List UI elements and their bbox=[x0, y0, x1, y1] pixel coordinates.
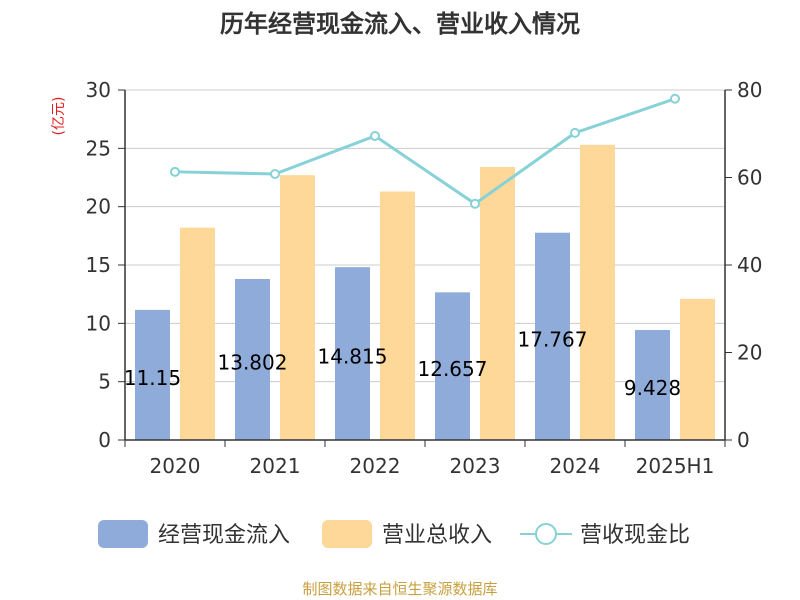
left-axis-tick-label: 30 bbox=[86, 78, 111, 102]
x-axis-tick-label: 2025H1 bbox=[636, 454, 715, 478]
bar-cash-inflow[interactable] bbox=[235, 278, 270, 440]
legend-marker-swatch bbox=[535, 523, 557, 545]
ratio-line-point[interactable] bbox=[370, 130, 380, 141]
legend-item[interactable]: 营收现金比 bbox=[520, 523, 690, 548]
ratio-line-point[interactable] bbox=[170, 166, 180, 177]
legend-label: 经营现金流入 bbox=[158, 523, 290, 548]
ratio-line-point[interactable] bbox=[570, 127, 580, 138]
right-axis-tick-label: 40 bbox=[737, 253, 762, 277]
bar-data-label: 13.802 bbox=[218, 350, 288, 374]
bars bbox=[135, 144, 715, 441]
x-axis-tick-label: 2020 bbox=[150, 454, 201, 478]
x-axis-tick-label: 2024 bbox=[550, 454, 601, 478]
right-axis-tick-label: 0 bbox=[737, 428, 750, 452]
bar-revenue[interactable] bbox=[380, 191, 415, 441]
legend[interactable]: 经营现金流入 营业总收入 营收现金比 bbox=[98, 520, 690, 548]
left-axis-tick-label: 20 bbox=[86, 195, 111, 219]
bar-data-label: 17.767 bbox=[518, 327, 588, 351]
left-axis-tick-label: 10 bbox=[86, 311, 111, 335]
legend-item[interactable]: 营业总收入 bbox=[322, 520, 492, 548]
bar-revenue[interactable] bbox=[480, 167, 515, 440]
right-axis-tick-label: 80 bbox=[737, 78, 762, 102]
legend-swatch bbox=[322, 520, 372, 548]
bar-data-label: 14.815 bbox=[318, 345, 388, 369]
ratio-line-point[interactable] bbox=[470, 198, 480, 209]
bar-revenue[interactable] bbox=[280, 175, 315, 440]
legend-swatch bbox=[98, 520, 148, 548]
bar-data-label: 12.657 bbox=[418, 357, 488, 381]
bar-cash-inflow[interactable] bbox=[135, 309, 170, 440]
bar-labels: 11.15 13.802 14.815 12.657 17.767 9.428 bbox=[124, 327, 681, 400]
ratio-line-path bbox=[174, 97, 676, 206]
ratio-line bbox=[170, 93, 680, 209]
x-axis-tick-label: 2022 bbox=[350, 454, 401, 478]
bar-data-label: 9.428 bbox=[624, 376, 681, 400]
left-axis-tick-label: 0 bbox=[98, 428, 111, 452]
chart-title: 历年经营现金流入、营业收入情况 bbox=[220, 10, 580, 38]
source-note: 制图数据来自恒生聚源数据库 bbox=[302, 580, 497, 598]
left-axis-tick-label: 25 bbox=[86, 136, 111, 160]
left-axis-tick-label: 15 bbox=[86, 253, 111, 277]
x-axis-tick-label: 2021 bbox=[250, 454, 301, 478]
axes: 0 5 10 15 20 25 30 0 20 40 60 80 2020 2021 2022 2023 202… bbox=[86, 78, 763, 478]
legend-item[interactable]: 经营现金流入 bbox=[98, 520, 290, 548]
left-axis-tick-label: 5 bbox=[98, 370, 111, 394]
bar-revenue[interactable] bbox=[680, 298, 715, 440]
bar-cash-inflow[interactable] bbox=[635, 330, 670, 440]
right-axis-tick-label: 20 bbox=[737, 341, 762, 365]
legend-label: 营业总收入 bbox=[382, 523, 492, 548]
x-axis-tick-label: 2023 bbox=[450, 454, 501, 478]
right-axis-tick-label: 60 bbox=[737, 166, 762, 190]
ratio-line-point[interactable] bbox=[670, 93, 680, 104]
bar-revenue[interactable] bbox=[580, 144, 615, 441]
bar-data-label: 11.15 bbox=[124, 366, 181, 390]
legend-label: 营收现金比 bbox=[580, 523, 690, 548]
grid-lines bbox=[125, 89, 725, 383]
bar-revenue[interactable] bbox=[180, 227, 215, 440]
ratio-line-point[interactable] bbox=[270, 169, 280, 179]
bar-cash-inflow[interactable] bbox=[435, 292, 470, 440]
bar-cash-inflow[interactable] bbox=[535, 232, 570, 440]
bar-cash-inflow[interactable] bbox=[335, 267, 370, 440]
left-axis-unit: (亿元) bbox=[51, 97, 67, 136]
